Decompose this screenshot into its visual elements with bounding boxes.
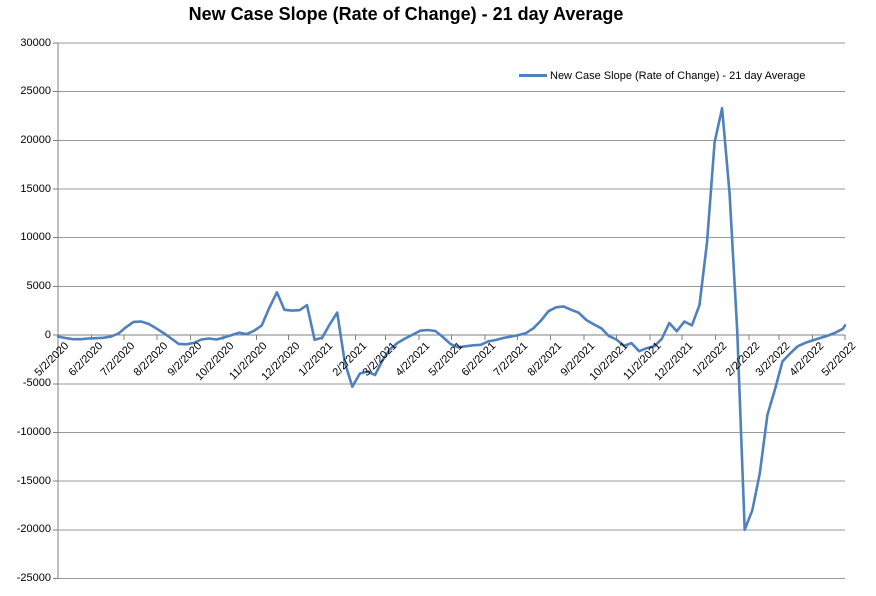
legend-line-swatch xyxy=(519,74,547,77)
chart-title: New Case Slope (Rate of Change) - 21 day… xyxy=(188,4,624,24)
y-axis-tick-label: 10000 xyxy=(20,231,51,244)
y-axis-tick-label: -10000 xyxy=(16,425,51,438)
y-axis-tick-label: -5000 xyxy=(22,377,51,390)
y-axis-tick-label: -25000 xyxy=(16,572,51,584)
y-axis-tick-label: 0 xyxy=(44,328,51,341)
series-line xyxy=(56,106,847,532)
y-axis-tick-label: 20000 xyxy=(20,133,51,146)
y-axis-tick-label: 30000 xyxy=(20,36,51,49)
y-axis-tick-label: -20000 xyxy=(16,523,51,536)
y-axis-tick-label: -15000 xyxy=(16,474,51,487)
y-axis-tick-label: 15000 xyxy=(20,182,51,195)
legend-label: New Case Slope (Rate of Change) - 21 day… xyxy=(550,69,806,82)
y-axis-tick-label: 5000 xyxy=(26,279,51,292)
legend[interactable]: New Case Slope (Rate of Change) - 21 day… xyxy=(519,68,805,83)
y-axis-tick-label: 25000 xyxy=(20,85,51,98)
